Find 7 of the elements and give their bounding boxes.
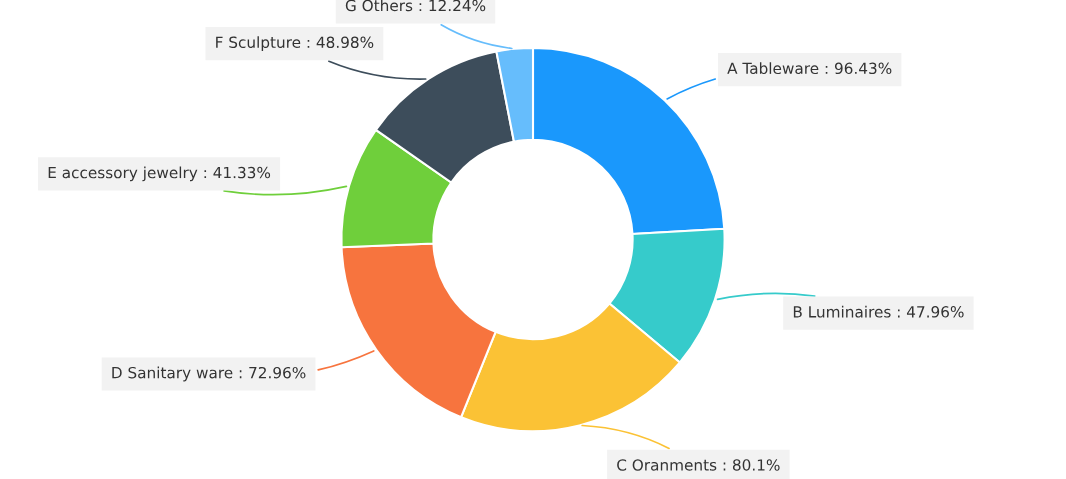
slice-label: F Sculpture : 48.98%	[216, 36, 374, 51]
slice-label: E accessory jewelry : 41.33%	[48, 166, 271, 182]
slice-label: D Sanitary ware : 72.96%	[112, 366, 306, 382]
slice-label: C Oranments : 80.1%	[617, 459, 780, 471]
slice-label: A Tableware : 96.43%	[727, 62, 892, 75]
slice-label: G Others : 12.24%	[345, 0, 486, 12]
slice-label: B Luminaires : 47.96%	[793, 305, 964, 318]
